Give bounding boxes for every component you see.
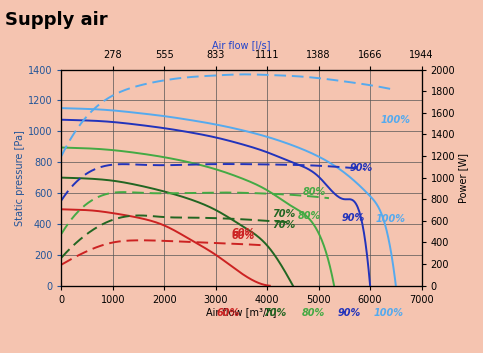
Text: 90%: 90%	[338, 308, 361, 318]
Text: 70%: 70%	[272, 221, 296, 231]
Y-axis label: Static pressure [Pa]: Static pressure [Pa]	[15, 130, 25, 226]
X-axis label: Air flow [l/s]: Air flow [l/s]	[212, 40, 271, 50]
Text: 80%: 80%	[298, 211, 321, 221]
Text: 100%: 100%	[375, 214, 405, 224]
Text: 90%: 90%	[350, 163, 373, 173]
Text: 100%: 100%	[373, 308, 403, 318]
X-axis label: Air flow [m³/h]: Air flow [m³/h]	[206, 307, 277, 318]
Text: 90%: 90%	[342, 213, 365, 223]
Text: 60%: 60%	[231, 231, 255, 241]
Text: 80%: 80%	[302, 308, 325, 318]
Text: Supply air: Supply air	[5, 11, 107, 29]
Text: 100%: 100%	[381, 115, 411, 125]
Text: 60%: 60%	[217, 308, 240, 318]
Text: 80%: 80%	[303, 187, 327, 197]
Text: 70%: 70%	[263, 308, 286, 318]
Text: 70%: 70%	[272, 209, 296, 219]
Text: 60%: 60%	[231, 228, 255, 238]
Y-axis label: Power [W]: Power [W]	[458, 152, 468, 203]
